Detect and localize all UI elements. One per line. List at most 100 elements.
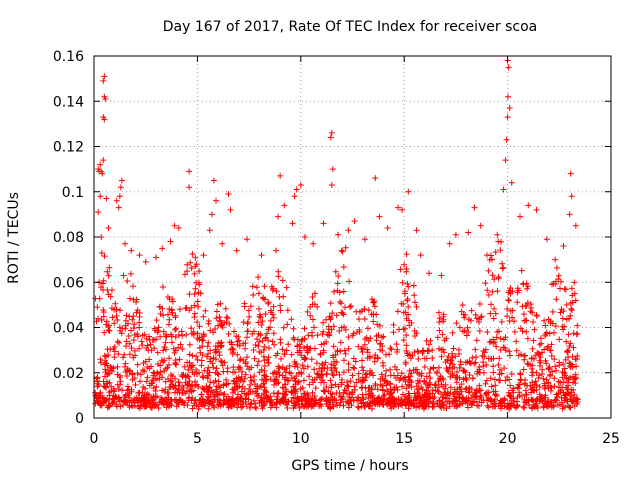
data-point [237,364,244,371]
data-point [175,224,182,231]
data-point [503,136,510,143]
data-point [301,345,308,352]
data-point [257,314,264,321]
data-point [436,327,443,334]
data-point [98,249,105,256]
data-point [107,364,114,371]
data-point [273,288,280,295]
data-point [366,402,373,409]
data-point [132,381,139,388]
data-point [339,248,346,255]
data-point [159,245,166,252]
data-point [376,322,383,329]
data-point [126,295,133,302]
data-point [261,283,268,290]
data-point [423,337,430,344]
data-point [355,394,362,401]
data-point [189,369,196,376]
data-point [122,325,129,332]
data-point [212,369,219,376]
data-point [344,379,351,386]
data-point [553,296,560,303]
data-point [332,358,339,365]
data-point [567,300,574,307]
data-point [200,313,207,320]
data-point [243,334,250,341]
data-point [166,296,173,303]
data-point [136,389,143,396]
data-point [399,279,406,286]
data-point [101,329,108,336]
data-point [126,313,133,320]
data-point [242,345,249,352]
data-point [563,301,570,308]
data-point [425,390,432,397]
data-point [413,227,420,234]
data-point [511,328,518,335]
data-point [280,384,287,391]
data-point [477,392,484,399]
data-point [169,309,176,316]
data-point [309,389,316,396]
data-point [463,376,470,383]
data-point [471,360,478,367]
data-point [102,95,109,102]
data-point [188,325,195,332]
y-tick-label: 0.1 [62,185,84,201]
data-point [545,385,552,392]
data-point [255,305,262,312]
data-point [528,396,535,403]
data-point [261,296,268,303]
data-point [545,398,552,405]
data-point [451,386,458,393]
data-point [542,331,549,338]
data-point [510,389,517,396]
data-point [200,252,207,259]
data-point [477,314,484,321]
data-point [502,334,509,341]
data-point [400,337,407,344]
data-point [186,341,193,348]
data-point [516,392,523,399]
data-point [250,377,257,384]
data-point [438,272,445,279]
data-point [130,283,137,290]
data-point [162,339,169,346]
data-point [316,374,323,381]
data-point [293,360,300,367]
data-point [398,300,405,307]
data-point [342,387,349,394]
data-point [460,376,467,383]
data-point [172,326,179,333]
data-point [262,310,269,317]
data-point [212,377,219,384]
data-point [510,398,517,405]
data-point [123,312,130,319]
data-point [275,389,282,396]
data-point [134,333,141,340]
data-point [133,309,140,316]
data-point [92,400,99,407]
data-point [198,362,205,369]
data-point [369,392,376,399]
data-point [547,319,554,326]
data-point [546,364,553,371]
data-point [517,371,524,378]
data-point [123,338,130,345]
data-point [537,362,544,369]
data-point [168,402,175,409]
data-point [94,304,101,311]
data-point [285,341,292,348]
data-point [429,355,436,362]
data-point [436,345,443,352]
data-point [399,391,406,398]
data-point [122,391,129,398]
data-point [205,350,212,357]
data-point [167,238,174,245]
data-point [212,386,219,393]
data-point [141,368,148,375]
data-point [330,372,337,379]
data-point [299,384,306,391]
data-point [204,388,211,395]
data-point [255,274,262,281]
